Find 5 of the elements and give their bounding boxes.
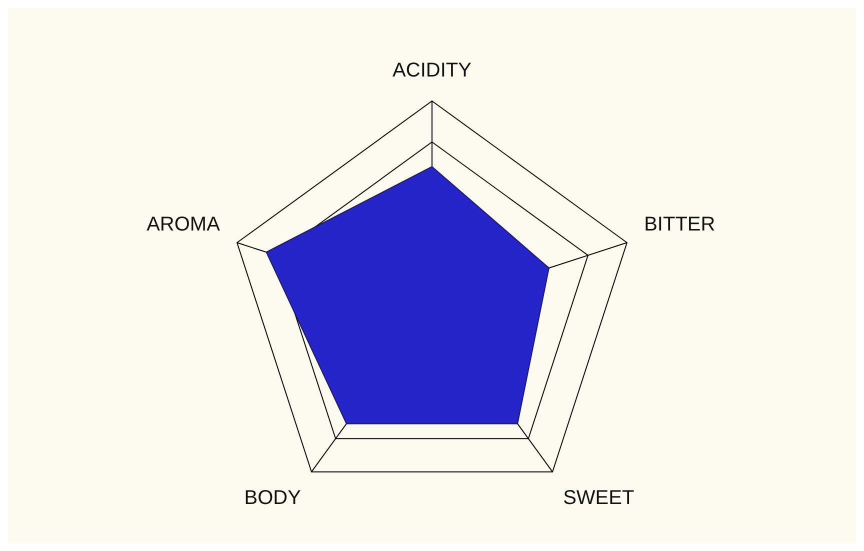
spoke-label: ACIDITY	[392, 60, 472, 82]
spoke-label: BODY	[244, 486, 301, 509]
spoke-label: SWEET	[563, 486, 634, 509]
spoke-label: AROMA	[146, 214, 221, 236]
spoke-label: BITTER	[644, 214, 716, 236]
